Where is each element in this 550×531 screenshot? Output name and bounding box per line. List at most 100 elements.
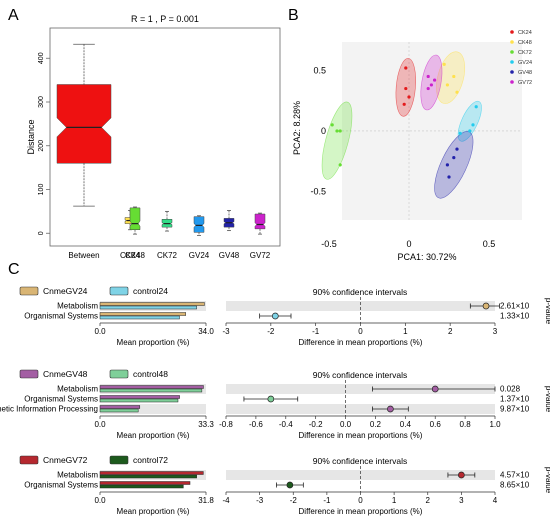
x-tick-label: GV24 [189, 251, 210, 260]
box-body [193, 216, 205, 233]
ci-title: 90% confidence intervals [313, 456, 408, 466]
diff-tick-label: 3 [459, 496, 464, 505]
pca-point [452, 155, 456, 160]
diff-tick-label: 2 [448, 327, 453, 336]
category-label: Genetic Information Processing [0, 405, 98, 414]
legend-swatch [510, 80, 514, 84]
boxplot-title: R = 1 , P = 0.001 [131, 14, 199, 24]
diff-tick-label: -1 [312, 327, 320, 336]
p-value: 9.87×10 [500, 405, 530, 414]
diff-tick-label: -4 [222, 496, 230, 505]
pvalue-axis-label: p-value [544, 467, 550, 494]
bar-group1 [99, 471, 204, 475]
diff-point [267, 395, 275, 403]
p-value: 1.33×10 [500, 312, 530, 321]
row-band [226, 404, 495, 414]
category-label: Metabolism [57, 302, 98, 311]
pca-x-tick-label: 0.5 [483, 239, 496, 249]
pca-x-tick-label: 0 [406, 239, 411, 249]
bar-group1 [99, 385, 204, 389]
diff-point [286, 481, 294, 489]
pca-point [447, 175, 451, 179]
row-band [226, 384, 495, 394]
legend-label: CnmeGV72 [43, 455, 88, 465]
diff-tick-label: 3 [493, 327, 498, 336]
boxplot-ylabel: Distance [26, 119, 36, 154]
legend-label: CK24 [518, 30, 532, 36]
pca-point [338, 163, 342, 167]
legend-label: control72 [133, 455, 168, 465]
legend-swatch [510, 60, 514, 64]
pca-ellipse [321, 101, 353, 180]
pca-point [445, 83, 449, 87]
diff-tick-label: -3 [256, 496, 264, 505]
diff-tick-label: -0.4 [279, 420, 293, 429]
legend-label: CnmeGV24 [43, 286, 88, 296]
pca-ellipse [457, 100, 482, 142]
pca-panel: -0.5 0 0.5 0.5 0 -0.5 PCA1: 30.72% PCA2: 8.28… [292, 28, 545, 262]
pca-point [335, 129, 339, 133]
diff-tick-label: 0 [358, 496, 363, 505]
bar-group2 [99, 484, 184, 489]
pca-point [445, 163, 449, 167]
diff-tick-label: 2 [426, 496, 431, 505]
diff-point [271, 312, 279, 320]
p-value: 4.57×10 [500, 471, 530, 480]
bars-tick-label: 0.0 [94, 496, 106, 505]
bar-group2 [99, 408, 139, 413]
y-tick-label: 200 [38, 140, 45, 152]
legend-swatch [19, 286, 39, 296]
pca-point [471, 123, 475, 127]
pca-point [426, 86, 430, 91]
diff-tick-label: 4 [493, 496, 498, 505]
diff-tick-label: 0.8 [460, 420, 472, 429]
boxplot-frame [49, 27, 281, 247]
pca-point [407, 95, 411, 99]
diff-tick-label: 0.2 [370, 420, 382, 429]
bar-group2 [99, 398, 179, 403]
pca-x-tick-label: -0.5 [321, 239, 337, 249]
diff-tick-label: 0.0 [340, 420, 352, 429]
y-tick-label: 400 [38, 52, 45, 64]
pca-point [442, 62, 446, 66]
pca-point [458, 131, 462, 135]
diff-tick-label: 0.4 [400, 420, 412, 429]
stamp-panel-24: CnmeGV24 control24 90% confidence interval… [19, 286, 550, 347]
y-tick-label: 300 [38, 96, 45, 108]
diff-tick-label: -0.6 [249, 420, 263, 429]
pca-point [426, 74, 430, 79]
category-label: Metabolism [57, 471, 98, 480]
boxplot-panel: R = 1 , P = 0.001 Distance 0 100 200 300 400… [26, 14, 281, 260]
diff-tick-label: -1 [323, 496, 331, 505]
pca-point [474, 105, 478, 109]
panel-label-b: B [288, 7, 299, 24]
bar-group1 [99, 312, 186, 316]
x-tick-label: GV48 [219, 251, 240, 260]
row-band [226, 470, 495, 480]
pca-point [338, 129, 342, 133]
box-body [254, 213, 266, 230]
diff-point [387, 405, 394, 413]
diff-xlabel: Difference in mean proportions (%) [299, 431, 423, 440]
bars-tick-label: 34.0 [198, 327, 214, 336]
ci-title: 90% confidence intervals [313, 370, 408, 380]
pca-xlabel: PCA1: 30.72% [397, 252, 456, 262]
x-tick-label: CK24 [120, 251, 141, 260]
pca-point [433, 78, 437, 82]
pca-point [455, 147, 459, 151]
diff-tick-label: -3 [222, 327, 230, 336]
diff-tick-label: 1.0 [489, 420, 501, 429]
pvalue-axis-label: p-value [544, 386, 550, 413]
legend-swatch [510, 30, 514, 34]
diff-tick-label: 0.6 [430, 420, 442, 429]
stamp-panel-48: CnmeGV48 control48 90% confidence interval… [0, 369, 550, 440]
bars-xlabel: Mean proportion (%) [117, 338, 190, 347]
category-label: Organismal Systems [24, 312, 98, 321]
diff-tick-label: -2 [267, 327, 275, 336]
pca-point [404, 66, 408, 70]
legend-swatch [19, 369, 39, 379]
pca-point [429, 83, 433, 87]
pvalue-axis-label: p-value [544, 298, 550, 325]
p-value: 1.37×10 [500, 395, 530, 404]
row-band [226, 301, 495, 311]
